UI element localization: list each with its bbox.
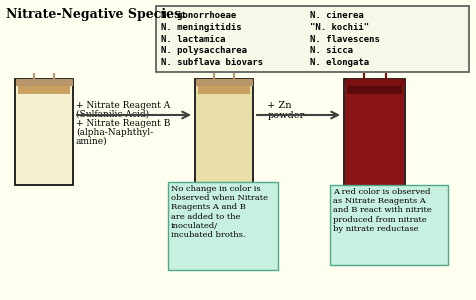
Text: amine): amine) (76, 137, 108, 146)
Text: (alpha-Naphthyl-: (alpha-Naphthyl- (76, 128, 153, 137)
FancyBboxPatch shape (345, 82, 404, 85)
Bar (156, 6, 469, 72)
Text: (Sulfanilic Acid): (Sulfanilic Acid) (76, 110, 149, 119)
FancyBboxPatch shape (345, 79, 404, 82)
Text: "N. kochii": "N. kochii" (310, 23, 369, 32)
Bar (344, 79, 405, 188)
FancyBboxPatch shape (196, 82, 252, 85)
Bar (347, 82, 402, 94)
FancyBboxPatch shape (196, 79, 252, 82)
Text: A red color is observed
as Nitrate Reagents A
and B react with nitrite
produced : A red color is observed as Nitrate Reage… (333, 188, 432, 233)
Text: No change in color is
observed when Nitrate
Reagents A and B
are added to the
in: No change in color is observed when Nitr… (171, 185, 268, 239)
FancyBboxPatch shape (16, 79, 72, 82)
Text: N. flavescens: N. flavescens (310, 34, 380, 43)
FancyBboxPatch shape (345, 80, 404, 187)
Text: N. elongata: N. elongata (310, 58, 369, 67)
Bar (18, 82, 70, 94)
Text: N. polysaccharea: N. polysaccharea (161, 46, 247, 56)
Text: N. cinerea: N. cinerea (310, 11, 364, 20)
FancyBboxPatch shape (16, 82, 72, 85)
FancyBboxPatch shape (196, 80, 252, 184)
Text: + Zn
powder: + Zn powder (268, 101, 305, 120)
Text: Nitrate-Negative Species:: Nitrate-Negative Species: (6, 8, 186, 21)
Text: + Nitrate Reagent A: + Nitrate Reagent A (76, 101, 170, 110)
Text: N. gonorrhoeae: N. gonorrhoeae (161, 11, 236, 20)
Text: N. meningitidis: N. meningitidis (161, 23, 242, 32)
Bar (168, 182, 278, 270)
Bar (198, 82, 250, 94)
Text: N. subflava biovars: N. subflava biovars (161, 58, 263, 67)
Bar (195, 79, 253, 185)
Text: N. sicca: N. sicca (310, 46, 353, 56)
Bar (15, 79, 73, 185)
Bar (330, 185, 448, 265)
Text: N. lactamica: N. lactamica (161, 34, 226, 43)
FancyBboxPatch shape (16, 80, 72, 184)
Text: + Nitrate Reagent B: + Nitrate Reagent B (76, 119, 170, 128)
